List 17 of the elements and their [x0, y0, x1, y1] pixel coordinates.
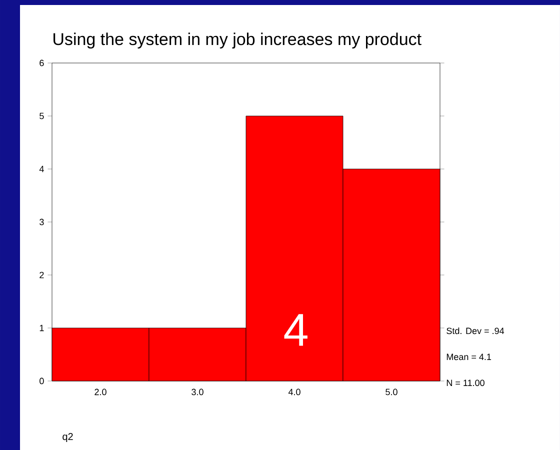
x-tick-label: 2.0	[94, 388, 106, 396]
text: Std. Dev = .94	[446, 327, 504, 334]
y-tick-label: 4	[39, 166, 44, 172]
y-tick-label: 1	[40, 324, 44, 332]
text: N = 11.00	[446, 380, 484, 386]
x-tick-label: 4.0	[288, 388, 300, 396]
y-tick-label: 3	[40, 218, 44, 226]
x-tick-label: 5.0	[386, 388, 398, 396]
annotation: 4	[284, 314, 308, 346]
y-tick-label: 2	[40, 272, 44, 278]
y-tick-label: 0	[40, 378, 44, 384]
y-tick-label: 6	[40, 60, 44, 66]
x-axis-title: q2	[62, 433, 73, 442]
x-tick-label: 3.0	[192, 388, 204, 396]
chart-title: Using the system in my job increases my product	[54, 32, 422, 49]
text: Mean = 4.1	[446, 354, 492, 360]
y-tick-label: 5	[40, 112, 44, 120]
